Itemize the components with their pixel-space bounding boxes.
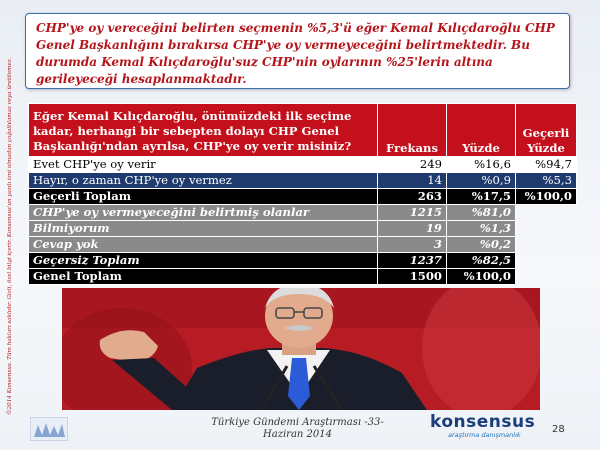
callout-box: CHP'ye oy vereceğini belirten seçmenin %… (25, 13, 570, 89)
copyright-sidebar: ©2014 Konsensus. Tüm hakları saklıdır. G… (3, 58, 25, 415)
row-valid-percent: %100,0 (515, 188, 577, 205)
row-percent: %16,6 (446, 156, 516, 173)
row-percent: %1,3 (446, 220, 516, 237)
row-valid-percent (516, 253, 577, 269)
row-label: Geçersiz Toplam (28, 252, 378, 269)
callout-text: CHP'ye oy vereceğini belirten seçmenin %… (36, 21, 555, 86)
results-table: Eğer Kemal Kılıçdaroğlu, önümüzdeki ilk … (28, 103, 577, 285)
row-percent: %0,9 (446, 172, 516, 189)
table-row: Geçerli Toplam 263 %17,5 %100,0 (28, 188, 577, 205)
row-label: Cevap yok (28, 236, 378, 253)
row-percent: %100,0 (446, 268, 516, 285)
copyright-text: ©2014 Konsensus. Tüm hakları saklıdır. G… (7, 57, 13, 415)
table-row: Geçersiz Toplam 1237 %82,5 (28, 252, 577, 269)
konsensus-logo: konsensus araştırma danışmanlık (430, 413, 550, 443)
row-percent: %17,5 (446, 188, 516, 205)
row-frequency: 3 (377, 236, 447, 253)
row-frequency: 1215 (377, 204, 447, 221)
corner-logo-icon (29, 416, 69, 442)
footer-date: Haziran 2014 (263, 429, 332, 440)
row-valid-percent (516, 269, 577, 285)
row-label: Bilmiyorum (28, 220, 378, 237)
table-row: Cevap yok 3 %0,2 (28, 236, 577, 253)
row-valid-percent: %5,3 (515, 172, 577, 189)
question-header: Eğer Kemal Kılıçdaroğlu, önümüzdeki ilk … (28, 103, 378, 157)
row-frequency: 1500 (377, 268, 447, 285)
row-label: Geçerli Toplam (28, 188, 378, 205)
row-label: Genel Toplam (28, 268, 378, 285)
row-percent: %82,5 (446, 252, 516, 269)
row-label: Evet CHP'ye oy verir (28, 156, 378, 173)
row-label: Hayır, o zaman CHP'ye oy vermez (28, 172, 378, 189)
row-valid-percent (516, 205, 577, 221)
row-label: CHP'ye oy vermeyeceğini belirtmiş olanla… (28, 204, 378, 221)
valid-percent-header: Geçerli Yüzde (515, 103, 577, 157)
speaker-photo-illustration (62, 288, 540, 410)
row-valid-percent (516, 221, 577, 237)
logo-tagline: araştırma danışmanlık (448, 431, 521, 439)
table-header-row: Eğer Kemal Kılıçdaroğlu, önümüzdeki ilk … (28, 103, 577, 157)
logo-brand: konsensus (430, 412, 536, 432)
footer-survey-title: Türkiye Gündemi Araştırması -33- (211, 417, 384, 428)
row-frequency: 1237 (377, 252, 447, 269)
speaker-photo (62, 288, 540, 410)
frequency-header: Frekans (377, 103, 447, 157)
row-frequency: 263 (377, 188, 447, 205)
table-row: CHP'ye oy vermeyeceğini belirtmiş olanla… (28, 204, 577, 221)
table-row: Bilmiyorum 19 %1,3 (28, 220, 577, 237)
page-number: 28 (552, 424, 565, 435)
percent-header: Yüzde (446, 103, 516, 157)
table-row: Genel Toplam 1500 %100,0 (28, 268, 577, 285)
row-percent: %81,0 (446, 204, 516, 221)
footer: Türkiye Gündemi Araştırması -33- Haziran… (205, 417, 390, 441)
row-valid-percent: %94,7 (515, 156, 577, 173)
row-frequency: 249 (377, 156, 447, 173)
row-frequency: 14 (377, 172, 447, 189)
row-percent: %0,2 (446, 236, 516, 253)
table-row: Evet CHP'ye oy verir 249 %16,6 %94,7 (28, 156, 577, 173)
table-row: Hayır, o zaman CHP'ye oy vermez 14 %0,9 … (28, 172, 577, 189)
row-frequency: 19 (377, 220, 447, 237)
row-valid-percent (516, 237, 577, 253)
